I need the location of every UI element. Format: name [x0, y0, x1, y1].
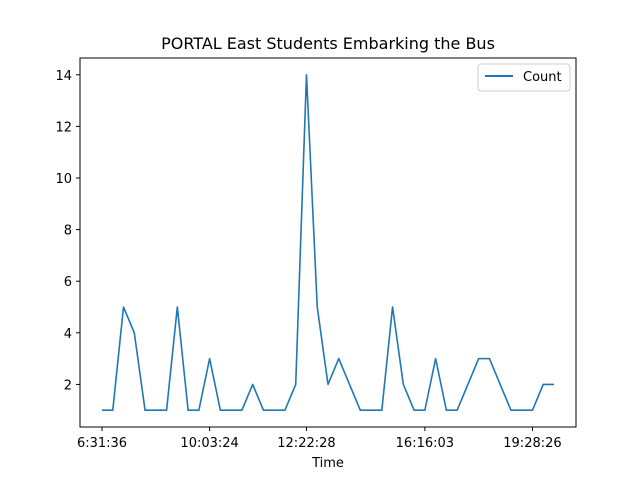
y-tick-label: 10: [55, 172, 72, 187]
series-line-count: [102, 73, 554, 412]
x-tick-label: 19:28:26: [503, 436, 561, 451]
plot-frame: [79, 57, 577, 428]
x-axis: 6:31:36 10:03:24 12:22:28 16:16:03 19:28:26: [77, 427, 562, 451]
x-tick-label: 16:16:03: [396, 436, 454, 451]
x-tick-label: 10:03:24: [180, 436, 238, 451]
x-tick-label: 6:31:36: [77, 436, 127, 451]
y-tick-label: 2: [64, 378, 72, 393]
plot-area: [102, 73, 554, 412]
legend-label-count: Count: [523, 70, 562, 85]
y-tick-label: 6: [64, 275, 72, 290]
y-tick-label: 12: [55, 120, 72, 135]
y-tick-label: 4: [64, 327, 72, 342]
legend-box: [477, 63, 571, 92]
chart-title: PORTAL East Students Embarking the Bus: [161, 34, 495, 53]
y-tick-label: 14: [55, 69, 72, 84]
x-axis-title: Time: [311, 456, 344, 471]
y-tick-label: 8: [64, 224, 72, 239]
x-tick-label: 12:22:28: [277, 436, 335, 451]
y-axis: 2 4 6 8 10 12 14: [55, 69, 80, 393]
legend: Count: [477, 63, 571, 92]
